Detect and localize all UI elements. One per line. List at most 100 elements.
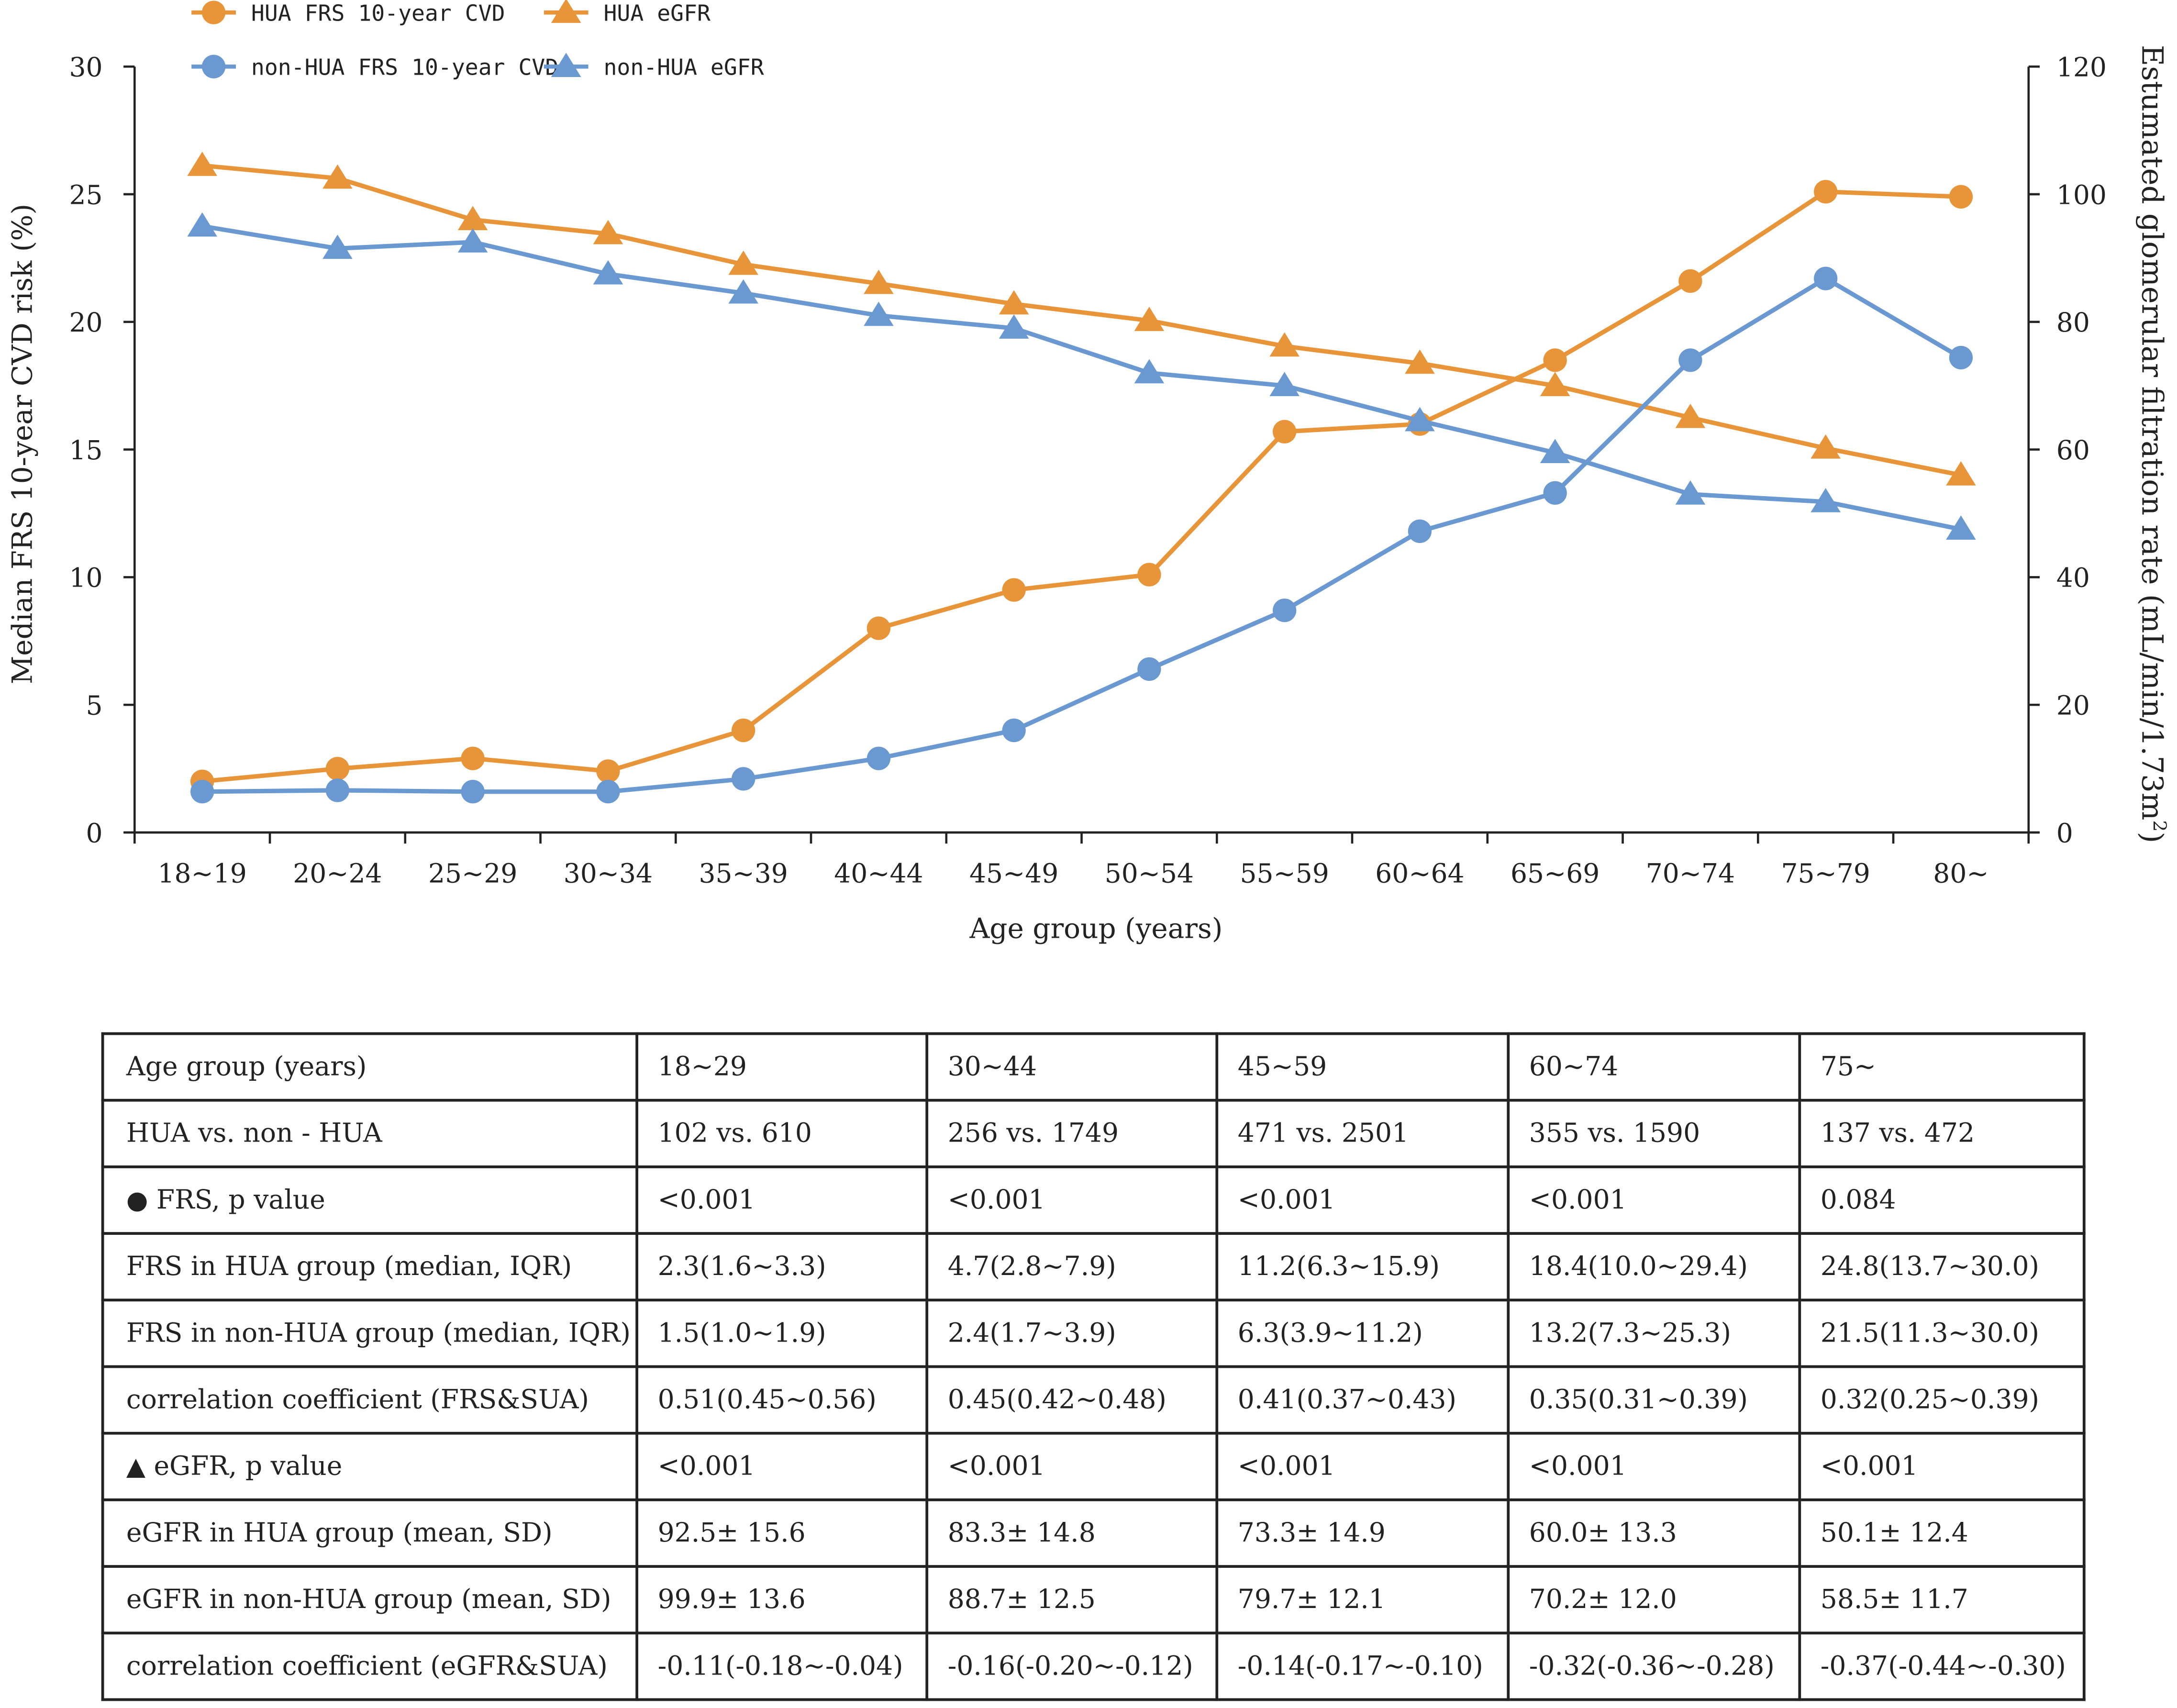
- legend-label: non-HUA eGFR: [604, 55, 764, 80]
- data-point-hua-egfr: [593, 220, 623, 244]
- legend-entry-non-hua-egfr: non-HUA eGFR: [544, 53, 764, 80]
- data-point-non-hua-egfr: [1134, 359, 1165, 384]
- triangle-marker-icon: ▲: [126, 1453, 146, 1482]
- left-y-tick-label: 10: [69, 563, 102, 593]
- data-point-hua-egfr: [999, 290, 1029, 315]
- left-y-tick-label: 30: [69, 52, 102, 83]
- x-tick-label: 30~34: [564, 858, 653, 888]
- table-cell: <0.001: [1215, 1431, 1510, 1501]
- table-cell: -0.16(-0.20~-0.12): [925, 1631, 1219, 1701]
- table-cell: <0.001: [635, 1431, 929, 1501]
- data-point-hua-egfr: [864, 269, 894, 294]
- legend-swatch-marker: [551, 53, 581, 77]
- table-row: eGFR in non-HUA group (mean, SD) 99.9± 13…: [101, 1565, 2086, 1635]
- left-y-tick-label: 0: [86, 818, 103, 848]
- right-y-axis-title-close: ): [2135, 832, 2169, 843]
- table-cell: 21.5(11.3~30.0): [1798, 1298, 2086, 1368]
- right-y-tick-label: 120: [2056, 52, 2107, 83]
- table-cell: 13.2(7.3~25.3): [1507, 1298, 1801, 1368]
- data-point-non-hua-frs-10-year-cvd: [190, 779, 214, 804]
- table-cell: 18.4(10.0~29.4): [1507, 1232, 1801, 1302]
- table-cell: 2.4(1.7~3.9): [925, 1298, 1219, 1368]
- data-point-hua-egfr: [728, 250, 758, 275]
- table-row: Age group (years) 18~29 30~44 45~59 60~74 75~: [101, 1032, 2086, 1102]
- table-cell: 18~29: [635, 1032, 929, 1102]
- data-point-non-hua-egfr: [1946, 515, 1976, 540]
- data-point-non-hua-frs-10-year-cvd: [461, 779, 485, 804]
- table-cell: -0.32(-0.36~-0.28): [1507, 1631, 1801, 1701]
- data-point-non-hua-frs-10-year-cvd: [1814, 266, 1838, 290]
- table-cell: 73.3± 14.9: [1215, 1498, 1510, 1568]
- right-y-axis-title-superscript: 2: [2149, 821, 2170, 832]
- data-point-non-hua-frs-10-year-cvd: [732, 767, 755, 791]
- data-point-non-hua-egfr: [728, 279, 758, 304]
- table-cell: 0.32(0.25~0.39): [1798, 1365, 2086, 1435]
- legend-label: HUA FRS 10-year CVD: [251, 0, 505, 26]
- legend-entry-hua-frs-10-year-cvd: HUA FRS 10-year CVD: [191, 0, 505, 26]
- data-point-non-hua-frs-10-year-cvd: [1949, 345, 1973, 370]
- data-point-hua-egfr: [1405, 349, 1435, 374]
- table-cell: 79.7± 12.1: [1215, 1565, 1510, 1635]
- data-point-non-hua-frs-10-year-cvd: [866, 746, 891, 770]
- series-hua-egfr: [187, 151, 1976, 486]
- table-row: ▲ eGFR, p value <0.001 <0.001 <0.001 <0.001 <0…: [101, 1431, 2086, 1501]
- series-non-hua-frs-10-year-cvd: [190, 266, 1973, 804]
- table-cell: -0.37(-0.44~-0.30): [1798, 1631, 2086, 1701]
- data-point-non-hua-egfr: [1269, 372, 1300, 396]
- data-point-non-hua-egfr: [864, 301, 894, 326]
- legend-swatch-marker: [201, 0, 226, 24]
- x-tick-label: 40~44: [834, 858, 923, 888]
- table-cell: -0.14(-0.17~-0.10): [1215, 1631, 1510, 1701]
- table-cell: 58.5± 11.7: [1798, 1565, 2086, 1635]
- data-point-hua-frs-10-year-cvd: [325, 756, 350, 781]
- table-cell: 30~44: [925, 1032, 1219, 1102]
- data-point-non-hua-frs-10-year-cvd: [325, 778, 350, 802]
- data-point-hua-egfr: [457, 206, 488, 231]
- row-label: ● FRS, p value: [101, 1165, 639, 1235]
- table-cell: 45~59: [1215, 1032, 1510, 1102]
- table-cell: 102 vs. 610: [635, 1098, 929, 1168]
- row-label-text: FRS, p value: [156, 1185, 325, 1216]
- table-cell: 0.35(0.31~0.39): [1507, 1365, 1801, 1435]
- stats-table: Age group (years) 18~29 30~44 45~59 60~74 75~…: [101, 1032, 2086, 1701]
- left-y-tick-label: 25: [69, 179, 102, 210]
- table-cell: 0.45(0.42~0.48): [925, 1365, 1219, 1435]
- right-y-tick-label: 20: [2056, 690, 2090, 721]
- table-cell: 6.3(3.9~11.2): [1215, 1298, 1510, 1368]
- table-cell: 60~74: [1507, 1032, 1801, 1102]
- left-y-tick-label: 20: [69, 307, 102, 338]
- table-cell: 24.8(13.7~30.0): [1798, 1232, 2086, 1302]
- row-label-text: correlation coefficient (eGFR&SUA): [126, 1651, 608, 1682]
- table-cell: 70.2± 12.0: [1507, 1565, 1801, 1635]
- x-tick-label: 20~24: [293, 858, 382, 888]
- right-y-tick-label: 60: [2056, 435, 2090, 466]
- x-tick-label: 70~74: [1646, 858, 1735, 888]
- data-point-hua-egfr: [1810, 434, 1841, 459]
- data-point-non-hua-egfr: [1405, 407, 1435, 432]
- data-point-non-hua-frs-10-year-cvd: [1137, 657, 1161, 681]
- data-point-hua-frs-10-year-cvd: [1949, 185, 1973, 209]
- table-cell: 0.084: [1798, 1165, 2086, 1235]
- data-point-hua-egfr: [1540, 372, 1570, 396]
- table-cell: 75~: [1798, 1032, 2086, 1102]
- data-point-non-hua-egfr: [593, 260, 623, 285]
- row-label-text: eGFR in HUA group (mean, SD): [126, 1518, 553, 1549]
- data-point-hua-frs-10-year-cvd: [732, 718, 755, 743]
- right-y-axis-title: Estumated glomerular filtration rate (mL…: [2135, 45, 2170, 843]
- right-y-tick-label: 0: [2056, 818, 2073, 848]
- data-point-non-hua-frs-10-year-cvd: [1543, 481, 1567, 505]
- legend-label: HUA eGFR: [604, 0, 711, 26]
- table-cell: 256 vs. 1749: [925, 1098, 1219, 1168]
- table-row: FRS in non-HUA group (median, IQR) 1.5(1.…: [101, 1298, 2086, 1368]
- row-label-text: HUA vs. non - HUA: [126, 1118, 382, 1149]
- table-cell: <0.001: [1215, 1165, 1510, 1235]
- row-label-text: correlation coefficient (FRS&SUA): [126, 1385, 589, 1415]
- data-point-hua-egfr: [1269, 332, 1300, 357]
- table-row: FRS in HUA group (median, IQR) 2.3(1.6~3.…: [101, 1232, 2086, 1302]
- left-y-axis-title: Median FRS 10-year CVD risk (%): [6, 204, 39, 684]
- table-cell: 11.2(6.3~15.9): [1215, 1232, 1510, 1302]
- left-y-tick-label: 15: [69, 435, 102, 466]
- x-tick-label: 55~59: [1240, 858, 1329, 888]
- legend-label: non-HUA FRS 10-year CVD: [251, 55, 558, 80]
